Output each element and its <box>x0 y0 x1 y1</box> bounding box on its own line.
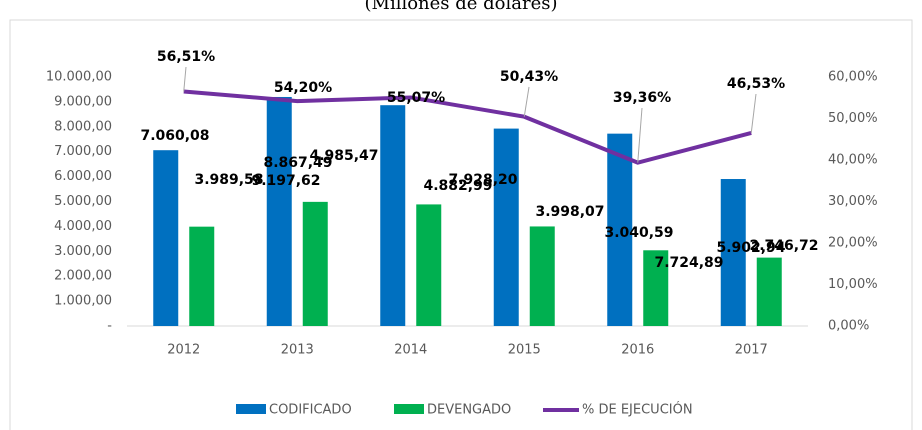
data-label: 3.998,07 <box>535 204 604 220</box>
y-tick-label: 9.000,00 <box>54 94 112 109</box>
x-tick-label: 2014 <box>394 343 427 358</box>
data-label: 54,20% <box>274 80 332 96</box>
legend-swatch <box>394 404 424 414</box>
y-tick-label: 7.000,00 <box>54 144 112 159</box>
y2-tick-label: 10,00% <box>828 277 878 292</box>
y-tick-label: 4.000,00 <box>54 219 112 234</box>
y-tick-label: 2.000,00 <box>54 269 112 284</box>
y2-tick-label: 0,00% <box>828 319 869 334</box>
y2-tick-label: 30,00% <box>828 194 878 209</box>
bar <box>607 133 633 326</box>
x-tick-label: 2015 <box>508 343 541 358</box>
data-label: 7.928,20 <box>448 172 517 188</box>
x-tick-label: 2016 <box>621 343 654 358</box>
y-tick-label: 5.000,00 <box>54 194 112 209</box>
legend-label: % DE EJECUCIÓN <box>582 402 693 418</box>
y2-tick-label: 40,00% <box>828 153 878 168</box>
line <box>183 89 752 165</box>
leader-line <box>523 86 530 117</box>
leader-line <box>637 107 643 163</box>
leader-line <box>750 93 757 133</box>
data-label: 3.040,59 <box>604 225 673 241</box>
x-tick-label: 2017 <box>735 343 768 358</box>
data-label: 50,43% <box>500 69 558 85</box>
legend-swatch <box>236 404 266 414</box>
bar <box>529 226 555 326</box>
data-label: 46,53% <box>727 76 785 92</box>
bar <box>643 250 669 326</box>
y2-tick-label: 50,00% <box>828 111 878 126</box>
bar <box>153 150 179 326</box>
y-tick-label: 6.000,00 <box>54 169 112 184</box>
y-tick-label: - <box>107 319 112 334</box>
legend-label: CODIFICADO <box>269 403 352 418</box>
y2-tick-label: 20,00% <box>828 236 878 251</box>
bar <box>380 105 406 327</box>
data-label: 7.724,89 <box>654 255 723 271</box>
chart-subtitle: (Millones de dólares) <box>364 0 557 14</box>
x-tick-label: 2012 <box>167 343 200 358</box>
data-label: 9.197,62 <box>251 173 320 189</box>
bar <box>302 201 328 326</box>
data-label: 4.985,47 <box>309 148 378 164</box>
data-label: 3.989,58 <box>194 172 263 188</box>
x-tick-label: 2013 <box>281 343 314 358</box>
bar <box>266 96 292 326</box>
bar <box>720 179 746 326</box>
y-tick-label: 3.000,00 <box>54 244 112 259</box>
bar <box>493 128 519 326</box>
bar <box>416 204 442 326</box>
bar <box>189 226 215 326</box>
data-label: 39,36% <box>613 90 671 106</box>
y-tick-label: 1.000,00 <box>54 294 112 309</box>
legend-label: DEVENGADO <box>427 403 511 418</box>
data-label: 4.882,99 <box>423 178 492 194</box>
leader-line <box>183 66 187 92</box>
data-label: 55,07% <box>387 90 445 106</box>
data-label: 7.060,08 <box>140 128 209 144</box>
bar <box>756 257 782 326</box>
data-label: 2.746,72 <box>749 238 818 254</box>
data-label: 56,51% <box>157 49 215 65</box>
data-label: 5.902,94 <box>716 240 785 256</box>
y-tick-label: 8.000,00 <box>54 119 112 134</box>
y-tick-label: 10.000,00 <box>46 70 112 85</box>
y2-tick-label: 60,00% <box>828 70 878 85</box>
data-label: 8.867,49 <box>263 155 332 171</box>
